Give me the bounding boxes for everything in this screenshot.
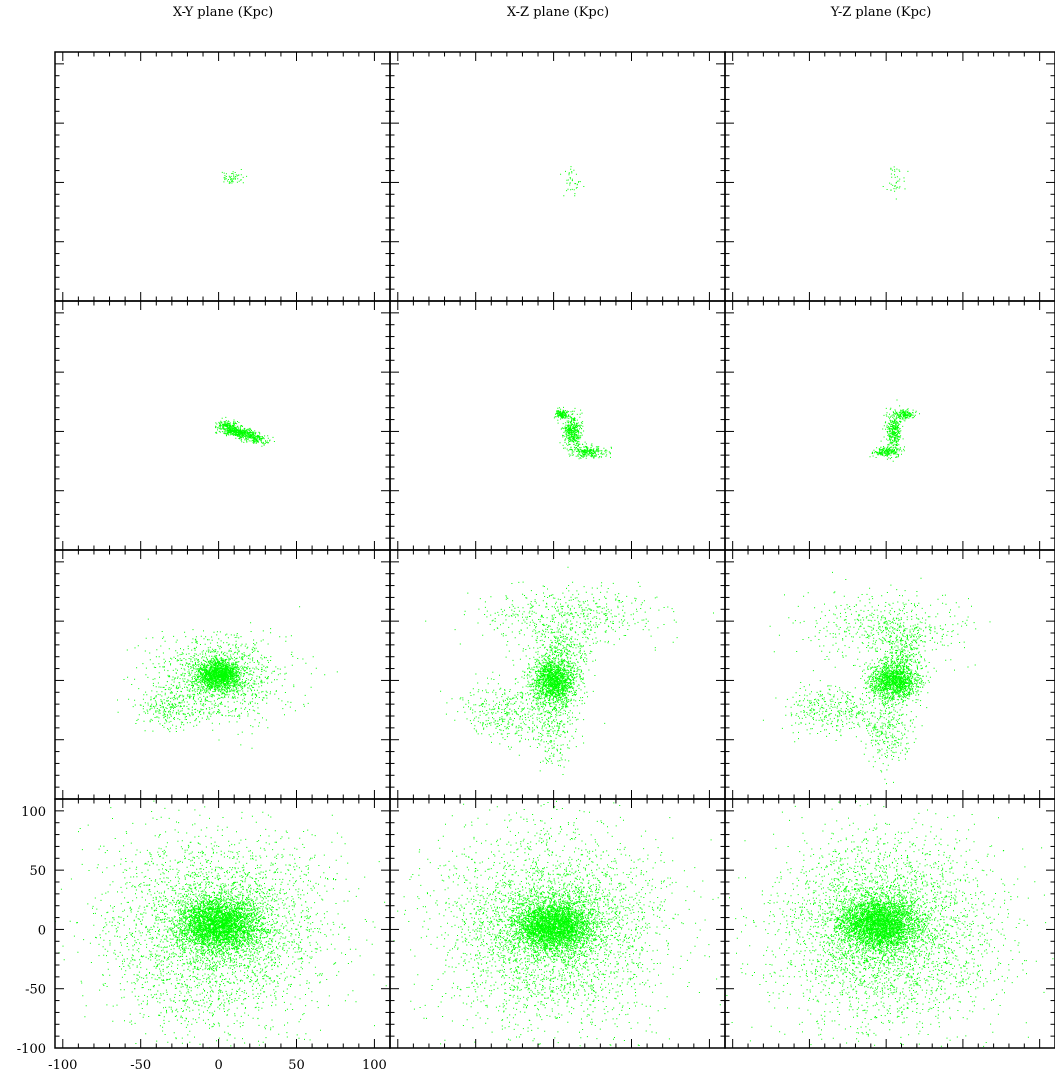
panel-r1-c2 — [869, 399, 920, 462]
panel-frame — [54, 51, 391, 302]
panel-r2-c0 — [117, 606, 338, 749]
particle-points — [762, 571, 991, 785]
y-tick-label: 0 — [38, 923, 46, 938]
panel-grid — [55, 166, 1054, 1048]
panel-r2-c1 — [425, 566, 714, 775]
particle-points — [425, 566, 714, 775]
panel-frame — [724, 300, 1055, 551]
column-title-yz: Y-Z plane (Kpc) — [830, 5, 932, 20]
particle-points — [560, 166, 585, 197]
panel-points — [560, 166, 585, 197]
panel-r3-c0 — [55, 800, 387, 1048]
x-tick-label: -100 — [48, 1058, 77, 1073]
panel-frame — [724, 549, 1055, 800]
panel-points — [726, 800, 1054, 1048]
panel-points — [762, 571, 991, 785]
particle-points — [117, 606, 338, 749]
panel-points — [221, 169, 248, 184]
tick-marks — [55, 51, 1055, 1049]
panel-r0-c1 — [560, 166, 585, 197]
particle-points — [726, 800, 1054, 1048]
panel-frame — [389, 300, 726, 551]
particle-points — [221, 169, 248, 184]
panel-points — [215, 416, 275, 447]
panel-r1-c1 — [553, 406, 612, 460]
panel-frame — [389, 51, 726, 302]
tick-labels: -100 -50 0 50 100 -100 -50 0 50 100 — [17, 805, 387, 1073]
panel-frame — [724, 798, 1055, 1049]
y-tick-label: -50 — [25, 983, 46, 998]
panel-points — [553, 406, 612, 460]
panel-r0-c2 — [882, 166, 909, 200]
panel-points — [117, 606, 338, 749]
panel-points — [882, 166, 909, 200]
y-tick-label: 100 — [21, 805, 46, 820]
panel-points — [425, 566, 714, 775]
panel-r0-c0 — [221, 169, 248, 184]
particle-points — [882, 166, 909, 200]
x-tick-label: 100 — [362, 1058, 387, 1073]
panel-frames — [54, 51, 1055, 1049]
y-tick-label: 50 — [29, 864, 46, 879]
panel-points — [869, 399, 920, 462]
x-tick-label: 50 — [288, 1058, 305, 1073]
column-title-xz: X-Z plane (Kpc) — [507, 5, 609, 20]
column-title-xy: X-Y plane (Kpc) — [173, 5, 273, 20]
particle-points — [55, 800, 387, 1048]
panel-points — [55, 800, 387, 1048]
column-titles: X-Y plane (Kpc) X-Z plane (Kpc) Y-Z plan… — [173, 5, 931, 20]
panel-r1-c0 — [215, 416, 275, 447]
panel-r2-c2 — [762, 571, 991, 785]
panel-points — [393, 800, 721, 1047]
x-tick-label: 0 — [214, 1058, 222, 1073]
particle-points — [869, 399, 920, 462]
particle-points — [393, 800, 721, 1047]
particle-points — [553, 406, 612, 460]
panel-r3-c2 — [726, 800, 1054, 1048]
panel-frame — [724, 51, 1055, 302]
panel-r3-c1 — [393, 800, 721, 1047]
y-tick-label: -100 — [17, 1042, 46, 1057]
x-tick-label: -50 — [130, 1058, 151, 1073]
particle-points — [215, 416, 275, 447]
